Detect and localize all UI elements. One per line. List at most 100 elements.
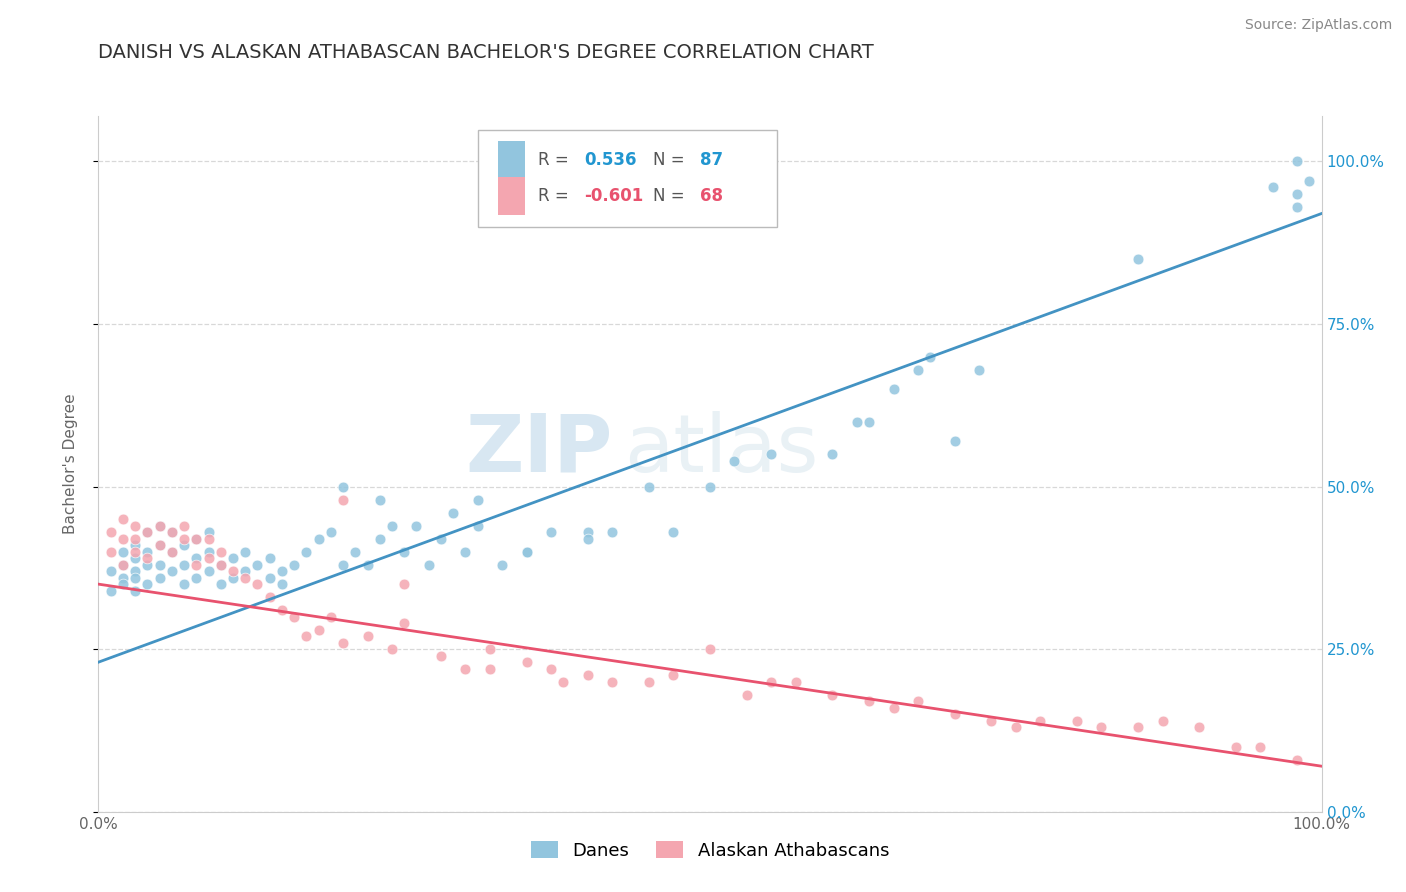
- Point: [111, 544, 134, 558]
- Point: [136, 544, 159, 558]
- Point: [319, 525, 342, 540]
- Text: R =: R =: [537, 151, 574, 169]
- Point: [478, 662, 501, 676]
- Point: [246, 558, 269, 572]
- Point: [735, 688, 758, 702]
- Point: [381, 518, 404, 533]
- Point: [821, 688, 844, 702]
- Point: [907, 362, 929, 376]
- Point: [943, 707, 966, 722]
- Point: [283, 609, 305, 624]
- Point: [761, 447, 783, 461]
- Point: [368, 492, 391, 507]
- Point: [883, 382, 905, 396]
- Point: [308, 623, 330, 637]
- Point: [222, 564, 245, 578]
- Point: [381, 642, 404, 657]
- Point: [943, 434, 966, 448]
- Point: [111, 571, 134, 585]
- Point: [1004, 720, 1026, 734]
- Point: [197, 532, 219, 546]
- Point: [516, 544, 538, 558]
- Point: [124, 532, 146, 546]
- Point: [392, 544, 416, 558]
- Point: [723, 453, 745, 467]
- Point: [136, 525, 159, 540]
- Point: [356, 629, 378, 643]
- Point: [516, 544, 538, 558]
- Point: [467, 492, 489, 507]
- Point: [1128, 720, 1150, 734]
- Point: [209, 577, 232, 591]
- Point: [1188, 720, 1211, 734]
- Point: [149, 538, 172, 552]
- Point: [662, 668, 685, 682]
- Point: [160, 525, 183, 540]
- Point: [111, 512, 134, 526]
- Point: [516, 655, 538, 669]
- Point: [1128, 252, 1150, 266]
- Point: [124, 518, 146, 533]
- Point: [821, 447, 844, 461]
- Point: [576, 668, 599, 682]
- Point: [136, 558, 159, 572]
- Point: [136, 551, 159, 566]
- Point: [270, 564, 294, 578]
- Point: [186, 558, 208, 572]
- Point: [124, 571, 146, 585]
- Y-axis label: Bachelor's Degree: Bachelor's Degree: [63, 393, 77, 534]
- Point: [149, 571, 172, 585]
- Point: [699, 642, 721, 657]
- Point: [149, 538, 172, 552]
- Legend: Danes, Alaskan Athabascans: Danes, Alaskan Athabascans: [522, 832, 898, 869]
- Point: [259, 571, 281, 585]
- Point: [136, 577, 159, 591]
- Point: [600, 525, 623, 540]
- Point: [186, 532, 208, 546]
- Point: [332, 635, 354, 649]
- Point: [308, 532, 330, 546]
- Point: [405, 518, 427, 533]
- Point: [540, 525, 562, 540]
- Point: [392, 577, 416, 591]
- Point: [209, 558, 232, 572]
- Point: [149, 518, 172, 533]
- Text: N =: N =: [652, 187, 689, 205]
- Point: [1286, 753, 1309, 767]
- Point: [454, 544, 477, 558]
- Point: [491, 558, 513, 572]
- Point: [270, 577, 294, 591]
- Point: [111, 532, 134, 546]
- Point: [100, 525, 122, 540]
- Text: N =: N =: [652, 151, 689, 169]
- Point: [1250, 739, 1272, 754]
- Point: [920, 350, 942, 364]
- Point: [173, 577, 195, 591]
- Point: [186, 532, 208, 546]
- Text: atlas: atlas: [624, 411, 818, 489]
- Point: [883, 700, 905, 714]
- Point: [160, 544, 183, 558]
- Text: Source: ZipAtlas.com: Source: ZipAtlas.com: [1244, 18, 1392, 32]
- Text: 0.536: 0.536: [583, 151, 637, 169]
- Point: [1286, 186, 1309, 201]
- Point: [149, 558, 172, 572]
- Point: [233, 564, 256, 578]
- Point: [100, 583, 122, 598]
- Point: [124, 538, 146, 552]
- Point: [430, 532, 453, 546]
- Point: [1066, 714, 1088, 728]
- Point: [454, 662, 477, 676]
- Point: [392, 616, 416, 631]
- Point: [662, 525, 685, 540]
- Point: [160, 544, 183, 558]
- Point: [259, 551, 281, 566]
- Point: [540, 662, 562, 676]
- Point: [858, 694, 880, 708]
- Text: 68: 68: [700, 187, 723, 205]
- Point: [197, 551, 219, 566]
- Point: [1261, 180, 1284, 194]
- Point: [332, 492, 354, 507]
- Point: [186, 571, 208, 585]
- Point: [173, 538, 195, 552]
